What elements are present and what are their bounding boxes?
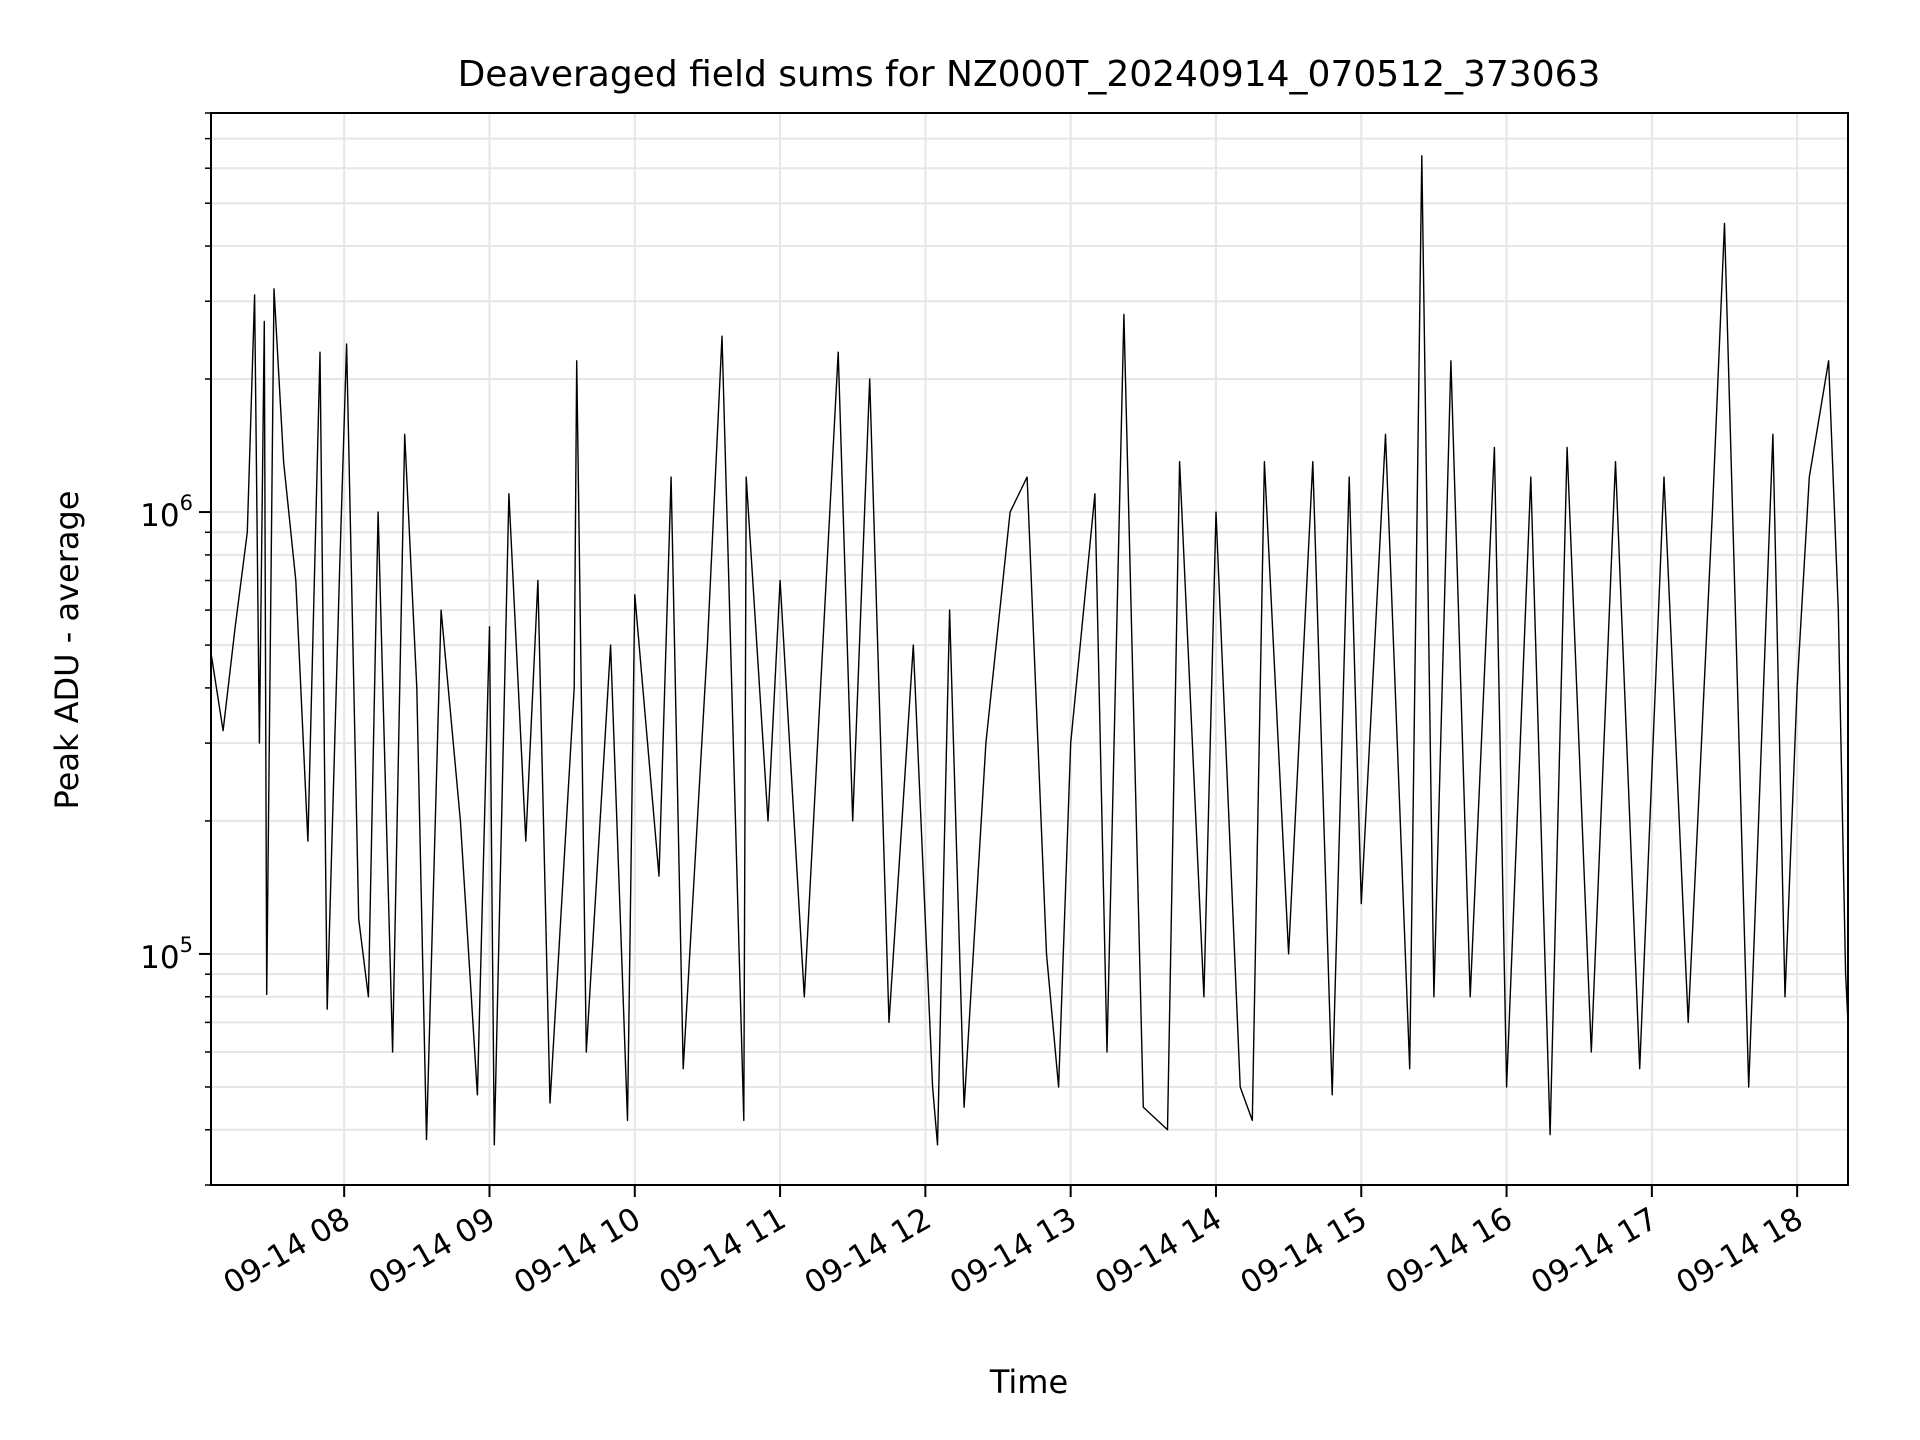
- y-tick-label: 106: [140, 491, 193, 534]
- y-tick-label: 105: [140, 933, 193, 976]
- data-series-line: [210, 155, 1849, 1146]
- x-tick-label: 09-14 11: [653, 1201, 792, 1302]
- x-tick-label: 09-14 12: [799, 1201, 938, 1302]
- x-tick-label: 09-14 08: [217, 1201, 356, 1302]
- x-axis-label: Time: [989, 1363, 1068, 1401]
- x-tick-label: 09-14 16: [1380, 1201, 1519, 1302]
- x-tick-label: 09-14 09: [363, 1201, 502, 1302]
- plot-line: [210, 155, 1849, 1146]
- x-tick-label: 09-14 18: [1670, 1201, 1809, 1302]
- gridlines: [211, 112, 1848, 1186]
- plot-frame: [210, 112, 1849, 1186]
- x-tick-label: 09-14 17: [1525, 1201, 1664, 1302]
- y-axis-label: Peak ADU - average: [48, 491, 86, 810]
- x-tick-label: 09-14 14: [1089, 1201, 1228, 1302]
- x-tick-label: 09-14 10: [508, 1201, 647, 1302]
- y-axis: 105 106: [140, 112, 211, 1186]
- x-axis: 09-14 08 09-14 09 09-14 10 09-14 11 09-14 12…: [217, 1185, 1809, 1302]
- x-tick-label: 09-14 15: [1235, 1201, 1374, 1302]
- x-tick-label: 09-14 13: [944, 1201, 1083, 1302]
- chart-title: Deaveraged field sums for NZ000T_2024091…: [458, 54, 1601, 95]
